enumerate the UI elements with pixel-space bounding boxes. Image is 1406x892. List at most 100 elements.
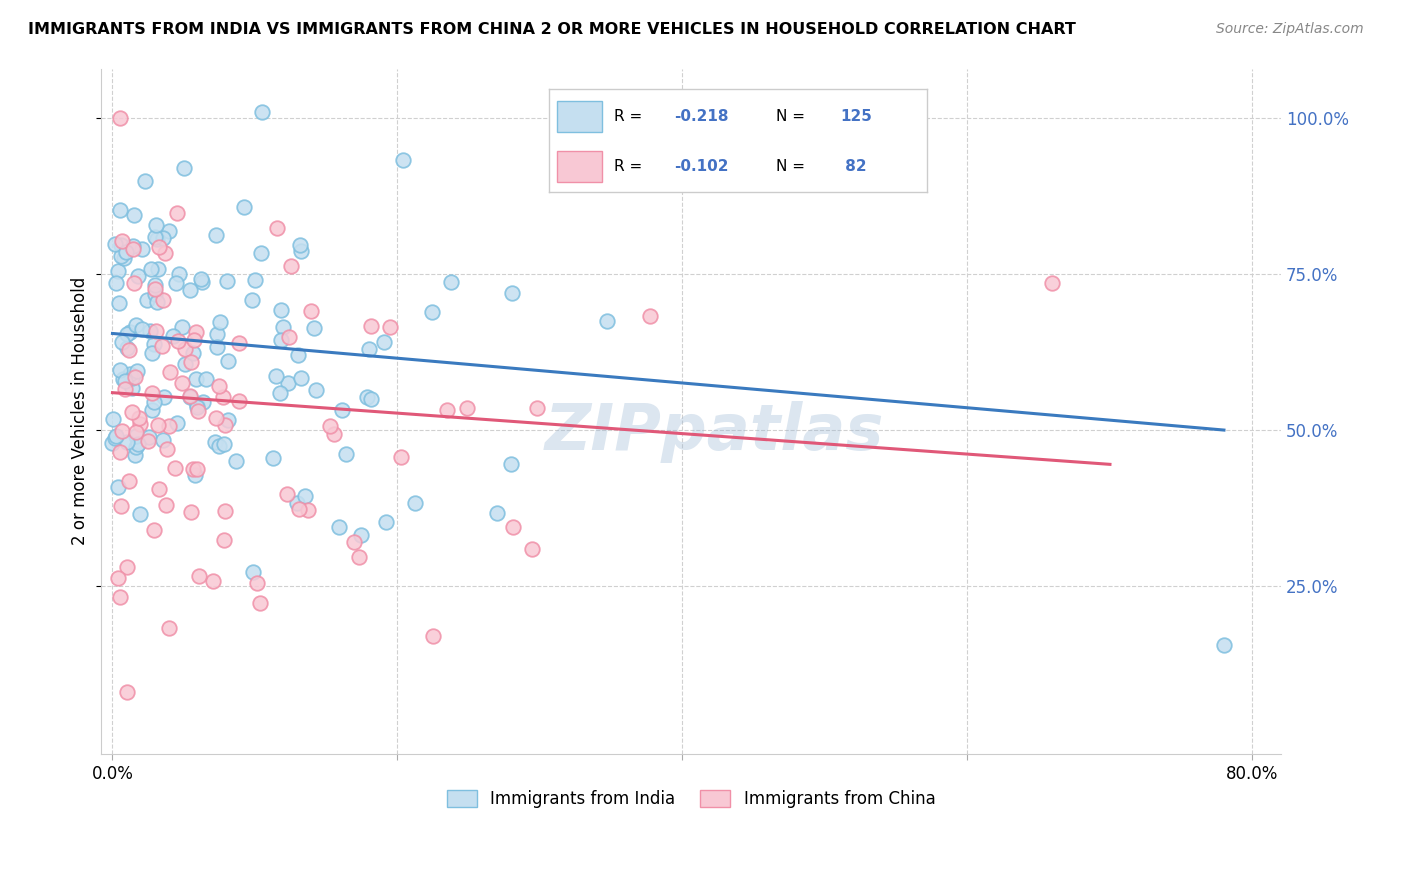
Point (157, 622, 180, 636)
Point (347, 549, 370, 564)
Point (146, 417, 169, 432)
Point (183, 333, 205, 347)
Point (184, 325, 207, 339)
Point (299, 304, 322, 318)
Point (139, 324, 162, 338)
Point (269, 386, 291, 401)
Point (146, 232, 169, 246)
Point (108, 363, 131, 377)
Legend: Immigrants from India, Immigrants from China: Immigrants from India, Immigrants from C… (440, 783, 942, 814)
Point (228, 335, 250, 350)
Y-axis label: 2 or more Vehicles in Household: 2 or more Vehicles in Household (72, 277, 89, 546)
Point (356, 390, 378, 404)
Point (240, 293, 263, 307)
Point (501, 286, 523, 301)
Point (202, 574, 225, 589)
Point (150, 339, 173, 353)
Point (180, 505, 202, 519)
Point (297, 503, 319, 517)
Point (127, 268, 149, 283)
Point (285, 496, 308, 510)
Point (271, 320, 294, 334)
Point (141, 261, 163, 276)
Point (205, 227, 228, 242)
Point (180, 355, 202, 369)
Point (264, 368, 287, 383)
Point (118, 475, 141, 489)
Point (186, 372, 208, 386)
Point (127, 363, 149, 377)
Point (104, 237, 127, 252)
Point (145, 278, 167, 293)
Point (179, 389, 201, 403)
Point (249, 596, 271, 610)
Point (225, 453, 247, 467)
Point (125, 429, 148, 443)
Point (212, 390, 235, 404)
Point (152, 434, 174, 448)
Point (319, 418, 342, 433)
Point (640, 309, 662, 323)
Point (125, 425, 148, 440)
Point (389, 450, 412, 464)
Point (105, 276, 128, 290)
Point (122, 242, 145, 256)
Point (108, 590, 131, 604)
Point (174, 343, 197, 357)
Point (118, 367, 141, 381)
Point (322, 427, 344, 442)
Point (143, 229, 166, 244)
Point (107, 264, 129, 278)
Point (166, 206, 188, 220)
Point (526, 401, 548, 415)
Point (1213, 638, 1236, 652)
Point (179, 283, 201, 297)
Point (142, 395, 165, 409)
Point (359, 342, 381, 356)
Point (131, 242, 153, 256)
Point (287, 502, 309, 516)
Point (294, 489, 316, 503)
Point (173, 161, 195, 176)
Point (117, 341, 139, 355)
Point (121, 370, 143, 384)
Point (207, 340, 229, 354)
Point (157, 419, 180, 434)
Text: ZIPpatlas: ZIPpatlas (546, 401, 884, 463)
Point (305, 384, 328, 398)
Point (145, 218, 167, 232)
Point (214, 503, 236, 517)
Point (276, 486, 298, 500)
Point (152, 230, 174, 244)
Point (485, 506, 508, 520)
Point (204, 411, 226, 425)
Point (179, 391, 201, 405)
Point (141, 402, 163, 417)
Point (114, 382, 136, 396)
Point (422, 629, 444, 643)
Point (148, 482, 170, 496)
Point (134, 174, 156, 188)
Point (115, 327, 138, 342)
Point (155, 498, 177, 512)
Point (112, 372, 135, 386)
Point (121, 239, 143, 253)
Point (122, 277, 145, 291)
Point (1040, 276, 1063, 290)
Point (277, 376, 299, 391)
Point (246, 576, 269, 591)
Point (166, 416, 188, 430)
Point (155, 245, 177, 260)
Point (114, 375, 136, 389)
Point (153, 390, 176, 404)
Point (108, 112, 131, 126)
Point (456, 401, 478, 416)
Point (124, 440, 146, 454)
Point (214, 418, 236, 433)
Point (183, 346, 205, 360)
Point (112, 251, 135, 265)
Point (138, 430, 160, 444)
Point (127, 436, 149, 450)
Point (110, 238, 132, 252)
Point (141, 346, 163, 360)
